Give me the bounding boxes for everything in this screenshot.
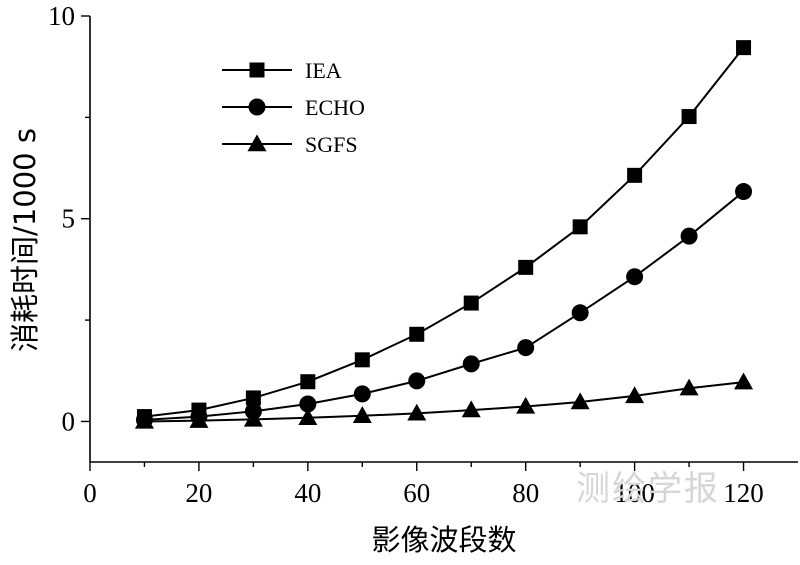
x-tick-label: 100 [614,478,655,508]
legend-item-iea: IEA [222,58,342,83]
watermark-text: 测绘学报 [576,469,720,509]
data-point-echo [517,339,535,357]
y-tick-label: 10 [48,1,75,31]
data-point-iea [245,390,261,406]
legend-marker [249,62,265,78]
series-line-iea [144,47,745,418]
data-point-sgfs [243,409,263,427]
y-axis-ticks: 0 5 10 [48,1,90,436]
data-point-echo [299,395,317,413]
data-point-iea [409,326,425,342]
data-point-iea [354,352,370,368]
series-iea [136,40,752,425]
data-point-sgfs [461,400,481,418]
legend-marker [247,134,267,152]
series-line-echo [144,190,745,421]
legend-label: ECHO [305,95,365,120]
legend-item-echo: ECHO [222,95,365,120]
x-tick-label: 120 [723,478,764,508]
data-point-sgfs [516,396,536,414]
data-point-iea [300,374,316,390]
data-point-sgfs [352,406,372,423]
data-point-sgfs [407,403,427,421]
series-sgfs [134,372,754,429]
data-point-sgfs [298,408,318,426]
x-tick-label: 40 [294,478,321,508]
x-tick-label: 60 [403,478,430,508]
legend-label: SGFS [305,132,358,157]
data-point-echo [680,227,698,245]
data-point-iea [572,219,588,235]
data-point-sgfs [625,386,645,404]
data-point-iea [463,295,479,311]
chart-axes [89,16,798,463]
data-point-echo [735,183,753,201]
data-point-sgfs [189,411,209,428]
series-layer [134,40,754,429]
x-axis-ticks: 0 20 40 60 80 100 120 [83,462,764,508]
legend-label: IEA [305,58,342,83]
data-point-echo [353,385,371,403]
y-tick-label: 0 [62,406,76,436]
data-point-echo [626,268,644,286]
x-tick-label: 80 [512,478,539,508]
data-point-iea [681,109,697,125]
legend: IEA ECHO SGFS [222,58,365,157]
x-tick-label: 20 [185,478,212,508]
data-point-iea [518,259,534,275]
x-tick-label: 0 [83,478,97,508]
data-point-echo [408,372,426,390]
y-axis-label: 消耗时间/1000 s [8,128,42,352]
data-point-iea [627,167,643,183]
data-point-sgfs [679,378,699,396]
legend-marker [248,98,266,116]
data-point-sgfs [734,372,754,390]
y-tick-label: 5 [62,204,76,234]
data-point-sgfs [134,411,154,429]
x-axis-label: 影像波段数 [371,523,516,557]
data-point-echo [571,304,589,322]
series-line-sgfs [144,381,744,423]
legend-item-sgfs: SGFS [222,132,358,157]
data-point-sgfs [570,392,590,410]
data-point-iea [736,40,752,56]
data-point-echo [462,355,480,373]
